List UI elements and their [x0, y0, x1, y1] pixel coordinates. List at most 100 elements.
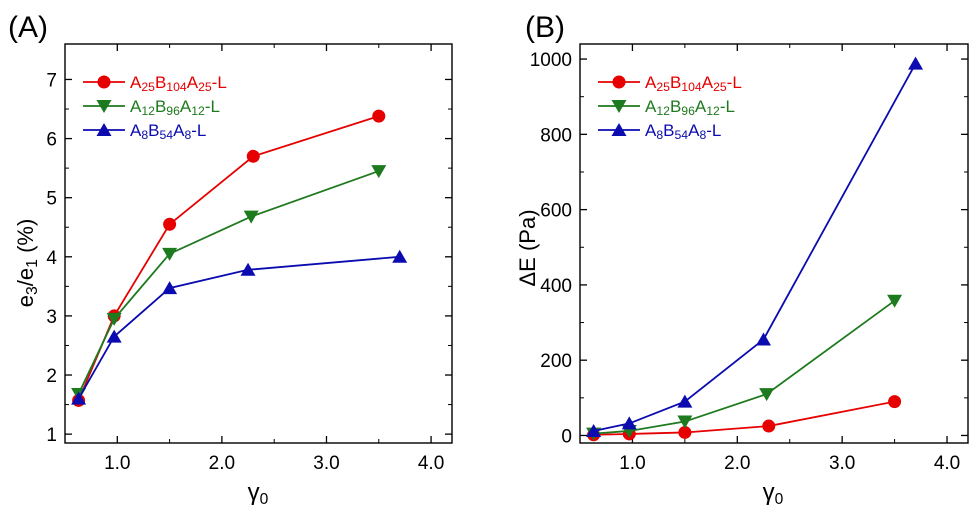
series-line — [593, 299, 896, 435]
legend-label: A12B96A12-L — [130, 97, 220, 118]
panel-label: (A) — [8, 11, 48, 44]
y-tick-label: 6 — [46, 130, 57, 151]
legend-label-part: A — [173, 121, 185, 140]
legend-label-part: B — [670, 97, 681, 116]
legend-label-part: A — [180, 97, 192, 116]
legend-label-part: -L — [706, 121, 721, 140]
data-point — [371, 165, 387, 179]
x-tick-label: 1.0 — [619, 453, 645, 474]
x-tick-label: 3.0 — [313, 453, 339, 474]
y-axis-label-part: /e — [13, 268, 38, 286]
legend-label-part: A — [130, 73, 142, 92]
x-tick-label: 4.0 — [934, 453, 960, 474]
legend-marker — [96, 100, 112, 113]
x-axis-label-symbol: γ — [248, 479, 260, 506]
legend-label: A8B54A8-L — [130, 121, 206, 142]
legend-label-part: -L — [212, 73, 227, 92]
legend-label-part: 54 — [675, 128, 689, 142]
legend-label-part: B — [670, 73, 681, 92]
legend-label: A25B104A25-L — [645, 73, 742, 94]
legend-label-part: B — [155, 97, 166, 116]
x-axis-label-symbol: γ — [763, 479, 775, 506]
data-point — [240, 262, 256, 276]
y-axis-label-part: 1 — [24, 259, 41, 268]
legend-label-part: B — [663, 121, 674, 140]
legend-marker — [97, 75, 111, 89]
x-axis-label: γ0 — [248, 479, 269, 508]
legend-label-part: A — [645, 121, 657, 140]
legend-label-part: B — [148, 121, 159, 140]
data-point — [678, 425, 692, 439]
legend-label-part: 96 — [681, 104, 695, 118]
legend-label-part: B — [155, 73, 166, 92]
legend-label-part: 12 — [191, 104, 205, 118]
y-tick-label: 7 — [46, 70, 57, 91]
x-axis-label: γ0 — [763, 479, 784, 508]
plot-frame — [579, 43, 969, 444]
y-axis-label-part: ΔE (Pa) — [515, 209, 540, 286]
series-line — [77, 255, 400, 400]
y-axis-label-part: e — [13, 295, 38, 307]
legend-label-part: A — [645, 97, 657, 116]
series-1 — [71, 165, 387, 401]
data-point — [621, 416, 637, 430]
y-tick-label: 1 — [46, 425, 57, 446]
y-tick-label: 2 — [46, 366, 57, 387]
panel-label: (B) — [525, 11, 565, 44]
series-line — [77, 170, 380, 395]
y-tick-label: 600 — [540, 201, 572, 222]
y-tick-label: 800 — [540, 125, 572, 146]
legend-label-part: 25 — [713, 80, 727, 94]
legend-label-part: 104 — [166, 80, 187, 94]
x-axis-label-subscript: 0 — [775, 491, 784, 508]
legend-label-part: -L — [205, 97, 220, 116]
data-point — [888, 395, 902, 409]
data-point — [71, 391, 87, 405]
legend-label-part: 54 — [160, 128, 174, 142]
data-point — [106, 312, 122, 326]
legend-label: A25B104A25-L — [130, 73, 227, 94]
legend-label-part: 104 — [681, 80, 702, 94]
legend-label-part: A — [688, 121, 700, 140]
legend-label-part: 12 — [141, 104, 155, 118]
data-point — [163, 217, 177, 231]
data-point — [372, 109, 386, 123]
legend-label-part: 8 — [141, 128, 148, 142]
y-axis-label: ΔE (Pa) — [515, 209, 540, 286]
panel-b: (B) 1.0 2.0 3.0 4.0 0 200 400 600 800 1000 ΔE (Pa) γ… — [515, 11, 969, 508]
legend-label-part: A — [645, 73, 657, 92]
x-tick-label: 3.0 — [829, 453, 855, 474]
y-tick-label: 3 — [46, 307, 57, 328]
legend-label-part: -L — [191, 121, 206, 140]
y-axis-label-part: 3 — [24, 286, 41, 295]
data-point — [243, 210, 259, 224]
legend-label-part: A — [695, 97, 707, 116]
legend-label-part: 25 — [198, 80, 212, 94]
legend-marker — [611, 123, 627, 136]
data-point — [586, 423, 602, 437]
legend-label-part: 8 — [656, 128, 663, 142]
legend-label-part: -L — [720, 97, 735, 116]
data-point — [908, 56, 924, 70]
x-tick-label: 2.0 — [724, 453, 750, 474]
y-tick-label: 400 — [540, 276, 572, 297]
data-point — [759, 388, 775, 402]
x-tick-label: 2.0 — [209, 453, 235, 474]
data-point — [392, 249, 408, 263]
data-point — [162, 281, 178, 295]
legend-label-part: 12 — [656, 104, 670, 118]
legend-label-part: 96 — [166, 104, 180, 118]
legend-label-part: 25 — [656, 80, 670, 94]
legend-label: A12B96A12-L — [645, 97, 735, 118]
legend-label-part: 25 — [141, 80, 155, 94]
legend-marker — [96, 123, 112, 136]
legend-marker — [612, 75, 626, 89]
legend-label-part: 8 — [184, 128, 191, 142]
data-point — [246, 149, 260, 163]
data-point — [762, 419, 776, 433]
series-1 — [586, 294, 903, 441]
data-point — [756, 332, 772, 346]
